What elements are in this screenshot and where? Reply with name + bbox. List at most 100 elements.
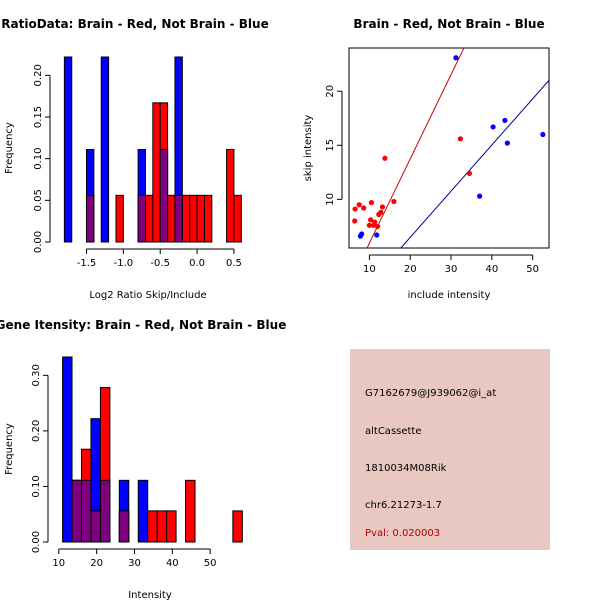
- intensity-histogram-title: Gene Itensity: Brain - Red, Not Brain - …: [0, 318, 286, 332]
- intensity-histogram-panel: Gene Itensity: Brain - Red, Not Brain - …: [0, 318, 286, 600]
- intensity-histogram-x-tick-label: 20: [90, 558, 103, 569]
- ratio-histogram-ylabel: Frequency: [4, 122, 15, 174]
- scatter-point-brain: [352, 206, 358, 212]
- intensity-histogram-bar-brain: [232, 510, 243, 543]
- ratio-histogram-bar-overlap: [85, 194, 95, 243]
- scatter-point-not-brain: [502, 117, 508, 124]
- ratio-histogram-x-tick-label: 0.0: [189, 258, 205, 269]
- ratio-histogram-y-tick-label: 0.20: [33, 64, 44, 86]
- ratio-histogram-bar-brain: [144, 194, 154, 243]
- intensity-histogram-bar-brain: [185, 479, 196, 543]
- scatter-x-tick-label: 30: [445, 264, 458, 275]
- ratio-histogram-bar-brain: [181, 194, 191, 243]
- intensity-histogram-bar-not-brain: [62, 356, 73, 543]
- ratio-histogram-bar-brain: [233, 194, 242, 243]
- scatter-axes: 10 20 30 40 50 10 15 20: [325, 85, 539, 275]
- ratio-histogram-bars: [63, 56, 242, 243]
- ratio-histogram-bar-not-brain: [100, 56, 110, 243]
- intensity-histogram-axes: 10 20 30 40 50 0.00 0.10 0.20 0.30: [31, 364, 217, 569]
- intensity-histogram-y-tick-label: 0.10: [31, 475, 42, 497]
- intensity-histogram-bar-overlap: [71, 479, 82, 543]
- intensity-histogram-x-tick-label: 40: [166, 558, 179, 569]
- scatter-panel: Brain - Red, Not Brain - Blue 10 20 30 40 50…: [303, 17, 550, 301]
- scatter-title: Brain - Red, Not Brain - Blue: [353, 17, 544, 31]
- not-brain-fit-line: [400, 79, 549, 248]
- intensity-histogram-y-tick-label: 0.30: [31, 364, 42, 386]
- scatter-plot-frame: [348, 47, 550, 249]
- ratio-histogram-bar-not-brain: [63, 56, 73, 243]
- intensity-histogram-x-tick-label: 50: [204, 558, 217, 569]
- ratio-histogram-panel: RatioData: Brain - Red, Not Brain - Blue…: [1, 17, 268, 301]
- scatter-x-tick-label: 20: [404, 264, 417, 275]
- intensity-histogram-bar-overlap: [80, 479, 92, 543]
- scatter-point-brain: [368, 199, 375, 206]
- scatter-point-brain: [368, 217, 374, 223]
- scatter-point-brain: [466, 170, 473, 177]
- scatter-points: [352, 55, 546, 239]
- scatter-xlabel: include intensity: [408, 290, 491, 301]
- intensity-histogram-y-tick-label: 0.20: [31, 420, 42, 442]
- intensity-histogram-bar-brain: [166, 510, 177, 543]
- scatter-fit-lines: [366, 48, 549, 248]
- ratio-histogram-bar-brain: [226, 149, 235, 243]
- ratio-histogram-bar-brain: [167, 194, 176, 243]
- scatter-point-brain: [391, 198, 397, 205]
- intensity-histogram-y-tick-label: 0.00: [31, 531, 42, 553]
- event-type: altCassette: [365, 426, 422, 437]
- ratio-histogram-y-tick-label: 0.15: [33, 106, 44, 128]
- scatter-point-not-brain: [504, 140, 510, 146]
- scatter-point-brain: [457, 136, 464, 142]
- ratio-histogram-title: RatioData: Brain - Red, Not Brain - Blue: [1, 17, 268, 31]
- scatter-point-brain: [372, 219, 378, 225]
- ratio-histogram-x-tick-label: -1.0: [114, 258, 134, 269]
- ratio-histogram-bar-brain: [196, 194, 205, 243]
- ratio-histogram-y-tick-label: 0.00: [33, 231, 44, 253]
- ratio-histogram-bar-overlap: [174, 194, 183, 243]
- ratio-histogram-bar-brain: [152, 102, 161, 243]
- intensity-histogram-bar-not-brain: [137, 479, 149, 543]
- ratio-histogram-bar-brain: [115, 194, 124, 243]
- scatter-ylabel: skip intensity: [303, 115, 314, 182]
- ratio-histogram-y-tick-label: 0.05: [33, 189, 44, 211]
- intensity-histogram-x-tick-label: 10: [52, 558, 65, 569]
- info-panel-background: [350, 349, 550, 550]
- intensity-histogram-bar-brain: [156, 510, 168, 543]
- intensity-histogram-ylabel: Frequency: [4, 423, 15, 475]
- scatter-point-brain: [374, 223, 381, 229]
- scatter-y-tick-label: 15: [325, 139, 336, 152]
- ratio-histogram-y-tick-label: 0.10: [33, 148, 44, 170]
- scatter-point-not-brain: [359, 231, 365, 237]
- scatter-point-brain: [356, 202, 362, 208]
- scatter-x-tick-label: 40: [485, 264, 498, 275]
- ratio-histogram-bar-overlap: [159, 149, 169, 243]
- intensity-histogram-bar-overlap: [90, 510, 101, 543]
- scatter-point-not-brain: [374, 232, 380, 238]
- ratio-histogram-x-tick-label: 0.5: [226, 258, 242, 269]
- scatter-point-not-brain: [490, 124, 496, 130]
- probe-id: G7162679@J939062@i_at: [365, 388, 496, 399]
- gene-name: 1810034M08Rik: [365, 463, 447, 474]
- intensity-histogram-bars: [62, 356, 243, 543]
- scatter-point-not-brain: [477, 193, 483, 199]
- ratio-histogram-bar-overlap: [137, 194, 146, 243]
- scatter-point-brain: [352, 218, 358, 224]
- intensity-histogram-bar-brain: [147, 510, 158, 543]
- brain-fit-line: [366, 48, 465, 248]
- scatter-point-not-brain: [540, 131, 546, 138]
- genomic-location: chr6.21273-1.7: [365, 500, 442, 511]
- ratio-histogram-x-tick-label: -0.5: [150, 258, 170, 269]
- ratio-histogram-x-tick-label: -1.5: [77, 258, 97, 269]
- scatter-point-not-brain: [453, 55, 459, 61]
- intensity-histogram-bar-overlap: [99, 479, 111, 543]
- scatter-x-tick-label: 10: [363, 264, 376, 275]
- ratio-histogram-axes: -1.5 -1.0 -0.5 0.0 0.5 0.00 0.05 0.10 0.15 0.20: [33, 64, 242, 269]
- intensity-histogram-x-tick-label: 30: [128, 558, 141, 569]
- scatter-point-brain: [378, 209, 384, 215]
- ratio-histogram-bar-brain: [189, 194, 198, 243]
- scatter-point-brain: [366, 222, 373, 228]
- intensity-histogram-bar-overlap: [118, 510, 130, 543]
- ratio-histogram-xlabel: Log2 Ratio Skip/Include: [89, 290, 206, 301]
- scatter-point-brain: [382, 155, 388, 161]
- scatter-point-brain: [361, 205, 367, 211]
